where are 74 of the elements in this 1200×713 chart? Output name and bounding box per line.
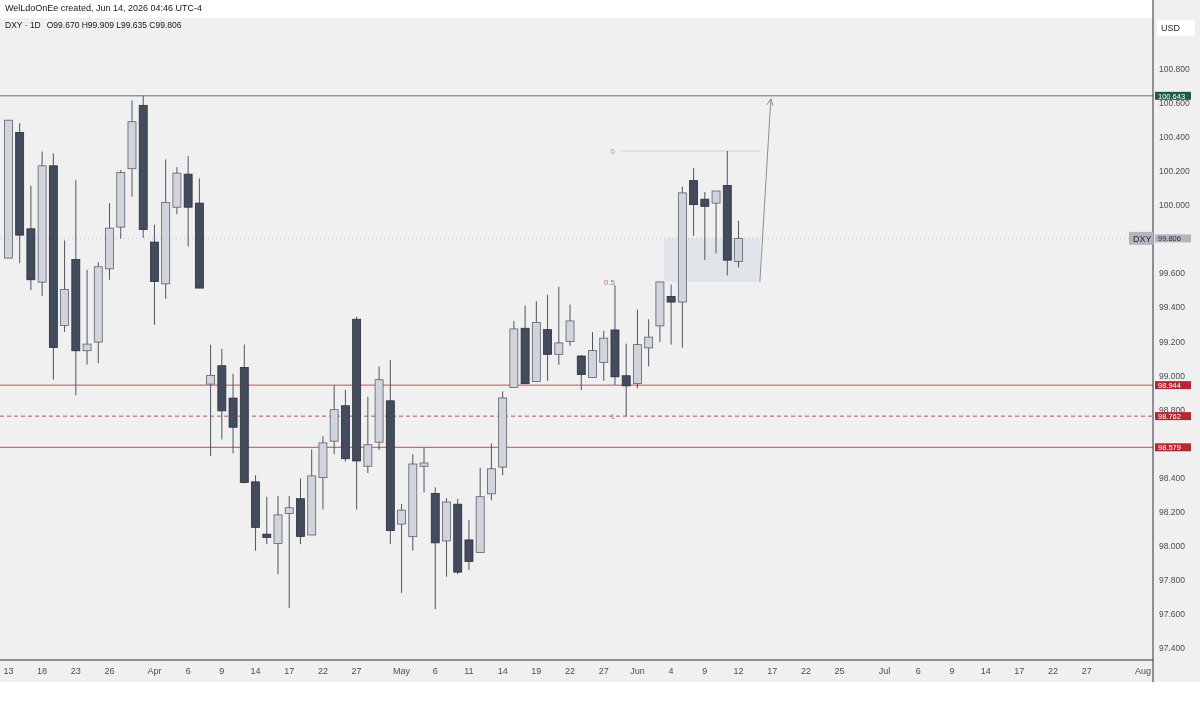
chart-title: DXY · 1D <box>5 20 41 30</box>
candlestick <box>284 495 294 609</box>
annotation: 1 <box>610 412 616 422</box>
y-tick-label: 100.400 <box>1159 132 1190 143</box>
candlestick <box>464 519 474 571</box>
candlestick <box>206 344 216 457</box>
x-tick-label: 9 <box>219 666 225 676</box>
x-tick-label: 17 <box>1014 666 1025 676</box>
candlestick <box>666 284 676 346</box>
x-tick-label: Apr <box>147 666 162 676</box>
x-tick-label: 26 <box>104 666 115 676</box>
candlestick <box>644 318 654 367</box>
x-tick-label: 9 <box>949 666 955 676</box>
x-tick-label: 27 <box>1081 666 1092 676</box>
candlestick <box>576 354 586 391</box>
candlestick <box>397 503 406 594</box>
y-tick-label: 97.400 <box>1159 643 1186 654</box>
x-tick-label: 12 <box>733 666 744 676</box>
x-tick-label: 6 <box>915 666 921 676</box>
x-tick-label: 4 <box>668 666 674 676</box>
annotation: 0.5 <box>603 277 616 287</box>
y-tick-label: 99.400 <box>1159 302 1186 313</box>
y-tick-label: 100.000 <box>1159 200 1190 211</box>
candlestick <box>419 446 429 493</box>
x-tick-label: Jul <box>878 666 891 676</box>
candlestick <box>700 191 710 261</box>
x-tick-label: 9 <box>702 666 708 676</box>
x-tick-label: 22 <box>317 666 328 676</box>
y-axis-title: USD <box>1161 23 1181 33</box>
candlestick <box>262 496 272 545</box>
x-tick-label: 14 <box>250 666 261 676</box>
y-tick-label: 100.600 <box>1159 98 1190 109</box>
annotation: DXY <box>1133 233 1152 244</box>
text: WelLdoOnEe created, Jun 14, 2026 04:46 UTC-4 <box>5 3 202 13</box>
x-tick-label: 6 <box>432 666 438 676</box>
x-tick-label: 11 <box>464 666 474 676</box>
y-tick-label: 98.400 <box>1159 472 1186 483</box>
y-tick-label: 97.800 <box>1159 574 1186 585</box>
candlestick <box>363 396 373 474</box>
candlestick <box>621 343 631 417</box>
y-tick-label: 98.000 <box>1159 540 1186 551</box>
x-tick-label: 6 <box>185 666 191 676</box>
x-tick-label: Jun <box>630 666 645 676</box>
candlestick <box>82 269 92 366</box>
candlestick <box>554 286 564 366</box>
annotation: 0 <box>610 147 616 156</box>
candlestick <box>711 190 721 254</box>
y-tick-label: 99.000 <box>1159 370 1186 381</box>
x-tick-label: 27 <box>598 666 609 676</box>
x-tick-label: May <box>393 666 411 676</box>
y-tick-label: 100.800 <box>1159 64 1190 75</box>
x-tick-label: 13 <box>3 666 14 676</box>
x-tick-label: 22 <box>565 666 576 676</box>
y-tick-label: 99.600 <box>1159 268 1186 279</box>
x-tick-label: 17 <box>767 666 778 676</box>
candlestick <box>565 304 575 347</box>
y-tick-label: 98.200 <box>1159 506 1186 517</box>
x-tick-label: Aug <box>1134 666 1151 676</box>
x-tick-label: 27 <box>351 666 362 676</box>
y-tick-label: 100.200 <box>1159 166 1190 177</box>
x-tick-label: 14 <box>497 666 508 676</box>
x-tick-label: 22 <box>800 666 811 676</box>
candlestick <box>734 220 743 268</box>
x-tick-label: 22 <box>1048 666 1059 676</box>
x-tick-label: 25 <box>834 666 845 676</box>
x-tick-label: 23 <box>70 666 81 676</box>
y-tick-label: 98.800 <box>1159 404 1186 415</box>
x-tick-label: 17 <box>284 666 295 676</box>
x-tick-label: 18 <box>37 666 48 676</box>
x-tick-label: 19 <box>531 666 542 676</box>
y-tick-label: 97.600 <box>1159 609 1186 620</box>
x-tick-label: 14 <box>980 666 991 676</box>
y-tick-label: 99.200 <box>1159 336 1186 347</box>
chart-subtitle: O99.670 H99.909 L99.635 C99.806 <box>46 20 182 30</box>
